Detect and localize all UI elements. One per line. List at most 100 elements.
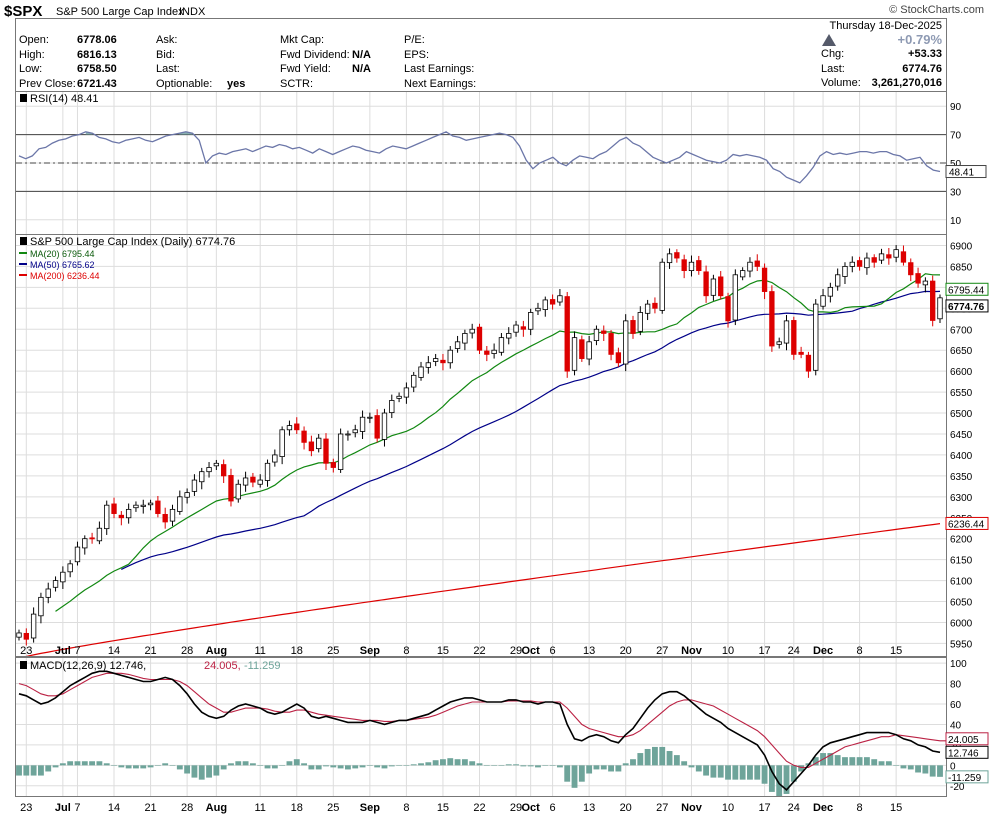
candle-body: [864, 257, 870, 269]
macd-histogram-bar: [410, 764, 417, 766]
candle-body: [337, 433, 344, 470]
x-tick-label: Nov: [681, 645, 703, 657]
x-tick-label: 25: [327, 645, 339, 657]
quote-label: Optionable:: [156, 77, 213, 90]
macd-histogram-bar: [345, 765, 351, 770]
macd-histogram-bar: [652, 746, 658, 766]
candle-body: [549, 299, 556, 305]
ohlc-value: 6816.13: [77, 48, 117, 61]
macd-histogram-bar: [381, 765, 388, 769]
price-y-tick: 6400: [950, 451, 973, 462]
macd-histogram-bar: [206, 765, 212, 778]
ohlc-value: 6721.43: [77, 77, 117, 90]
candle-body: [118, 514, 124, 519]
macd-histogram-bar: [644, 748, 651, 766]
x-tick-label-bottom: Dec: [813, 802, 833, 814]
candle-body: [769, 291, 775, 347]
macd-histogram-bar: [89, 761, 96, 766]
candle-body: [206, 467, 212, 473]
macd-histogram-bar: [827, 753, 834, 766]
macd-histogram-bar: [483, 765, 490, 766]
quote-label: Bid:: [156, 48, 175, 61]
x-tick-label: 13: [583, 645, 595, 657]
price-y-tick: 6150: [950, 556, 973, 567]
x-tick-label: 18: [291, 645, 303, 657]
candle-body: [652, 302, 658, 309]
x-tick-label: 29: [510, 645, 522, 657]
macd-histogram-bar: [352, 765, 359, 769]
x-tick-label: 27: [656, 645, 668, 657]
exchange: INDX: [179, 6, 206, 18]
x-tick-label: Dec: [813, 645, 833, 657]
macd-histogram-bar: [154, 765, 161, 766]
macd-histogram-bar: [279, 765, 286, 766]
x-tick-label-bottom: 14: [108, 802, 120, 814]
macd-histogram-bar: [323, 765, 329, 767]
macd-histogram-bar: [725, 765, 731, 780]
candle-body: [835, 274, 841, 287]
macd-histogram-bar: [900, 765, 907, 769]
candle-body: [221, 464, 227, 477]
candle-body: [242, 477, 249, 486]
rsi-last-box: [945, 165, 987, 179]
candle-body: [169, 508, 176, 522]
x-tick-label-bottom: 13: [583, 802, 595, 814]
price-legend-entry: MA(50) 6765.62: [30, 260, 95, 270]
x-tick-label: Oct: [521, 645, 540, 657]
candle-body: [571, 337, 578, 371]
x-tick-label: 17: [758, 645, 770, 657]
candle-body: [703, 271, 709, 297]
x-tick-label-bottom: 28: [181, 802, 193, 814]
candle-body: [104, 504, 110, 530]
candle-body: [389, 400, 395, 414]
candle-body: [930, 280, 936, 321]
candle-body: [813, 303, 819, 371]
candle-body: [739, 270, 746, 278]
price-y-tick: 6300: [950, 493, 973, 504]
candle-body: [710, 278, 717, 296]
macd-histogram-bar: [878, 761, 885, 766]
macd-y-tick: -20: [950, 782, 965, 793]
macd-histogram-bar: [871, 759, 878, 766]
macd-histogram-bar: [30, 765, 37, 776]
candle-body: [520, 326, 527, 330]
macd-histogram-bar: [717, 765, 724, 778]
candle-body: [593, 328, 600, 341]
candle-body: [294, 423, 300, 431]
macd-histogram-bar: [191, 765, 198, 778]
price-legend-entry: MA(20) 6795.44: [30, 249, 95, 259]
macd-histogram-bar: [768, 765, 775, 792]
macd-histogram-bar: [863, 757, 870, 766]
candle-body: [52, 580, 59, 588]
macd-histogram-bar: [747, 765, 753, 780]
ohlc-label: Low:: [19, 63, 43, 75]
candle-body: [432, 358, 439, 362]
macd-histogram-bar: [74, 761, 81, 766]
price-legend-entry: MA(200) 6236.44: [30, 271, 100, 281]
candle-body: [827, 286, 834, 297]
price-panel: [15, 234, 947, 657]
macd-histogram-bar: [162, 763, 169, 766]
symbol: $SPX: [4, 3, 43, 20]
candle-body: [257, 479, 263, 485]
macd-histogram-bar: [461, 759, 468, 766]
candle-body: [506, 333, 512, 339]
macd-last-label: 12.746: [948, 748, 979, 759]
x-tick-label-bottom: 7: [74, 802, 80, 814]
candle-body: [776, 341, 782, 345]
ohlc-label: Prev Close:: [19, 77, 76, 90]
price-last-label: 6236.44: [948, 519, 985, 530]
x-tick-label: 15: [437, 645, 449, 657]
price-legend-swatch: [20, 237, 27, 245]
macd-histogram-bar: [469, 761, 476, 766]
x-tick-label-bottom: 11: [255, 802, 266, 814]
macd-histogram-bar: [388, 765, 395, 767]
candle-body: [67, 563, 73, 573]
macd-histogram-bar: [432, 760, 439, 766]
price-last-box: [945, 282, 989, 296]
candle-body: [462, 333, 468, 344]
candle-body: [754, 260, 760, 267]
price-y-tick: 6900: [950, 241, 973, 252]
candle-body: [644, 303, 651, 314]
candle-body: [133, 504, 139, 509]
